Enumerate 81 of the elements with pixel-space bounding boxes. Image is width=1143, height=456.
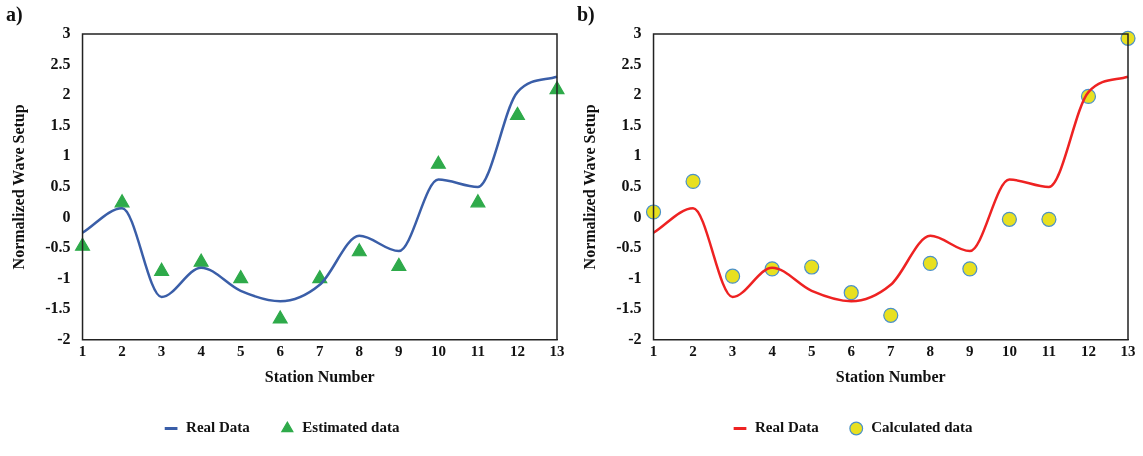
y-axis-title: Normalized Wave Setup xyxy=(9,104,28,270)
x-tick-label: 12 xyxy=(1080,342,1096,359)
x-axis-title: Station Number xyxy=(835,367,946,385)
point xyxy=(725,268,741,284)
point xyxy=(883,307,899,323)
y-tick-label: 2 xyxy=(62,85,71,103)
y-tick-label: 3 xyxy=(62,24,71,42)
y-tick-label: -1 xyxy=(57,268,71,286)
chart-title: b) xyxy=(577,3,595,27)
y-tick-label: 2.5 xyxy=(621,54,642,72)
y-tick-label: 1.5 xyxy=(621,115,642,133)
y-tick-label: 0.5 xyxy=(50,177,71,195)
point xyxy=(1001,211,1017,227)
x-tick-label: 6 xyxy=(276,342,285,359)
chart-title: a) xyxy=(6,3,23,27)
y-tick-label: -0.5 xyxy=(616,238,642,256)
x-axis-title: Station Number xyxy=(264,367,375,385)
y-tick-label: 0 xyxy=(633,207,642,225)
x-tick-label: 11 xyxy=(1041,342,1057,359)
point xyxy=(75,237,91,251)
point xyxy=(804,259,820,275)
point xyxy=(114,194,130,208)
point xyxy=(843,285,859,301)
x-tick-label: 3 xyxy=(157,342,166,359)
y-tick-label: -1.5 xyxy=(45,299,71,317)
x-tick-label: 13 xyxy=(549,342,565,359)
x-tick-label: 5 xyxy=(807,342,816,359)
x-tick-label: 8 xyxy=(355,342,364,359)
x-tick-label: 9 xyxy=(395,342,403,359)
y-tick-label: 3 xyxy=(633,24,642,42)
point xyxy=(272,310,288,324)
legend-label: Estimated data xyxy=(302,419,400,436)
x-tick-label: 4 xyxy=(197,342,206,359)
x-tick-label: 10 xyxy=(430,342,446,359)
x-tick-label: 2 xyxy=(689,342,697,359)
point xyxy=(470,194,486,208)
y-axis-title: Normalized Wave Setup xyxy=(580,104,599,270)
point xyxy=(391,257,407,272)
x-tick-label: 9 xyxy=(966,342,974,359)
x-tick-label: 12 xyxy=(509,342,525,359)
point xyxy=(645,204,662,220)
point xyxy=(233,270,249,284)
legend-label: Real Data xyxy=(755,419,820,436)
y-tick-label: 0 xyxy=(62,207,71,225)
point xyxy=(685,173,701,189)
y-tick-label: 2.5 xyxy=(50,54,71,72)
line-series xyxy=(652,75,1130,303)
x-tick-label: 7 xyxy=(887,342,896,359)
y-tick-label: -0.5 xyxy=(45,238,71,256)
y-tick-label: -2 xyxy=(57,329,71,347)
line-series xyxy=(81,75,559,303)
x-tick-label: 2 xyxy=(118,342,126,359)
point xyxy=(962,261,978,277)
x-tick-label: 3 xyxy=(728,342,737,359)
point xyxy=(430,155,446,169)
x-tick-label: 6 xyxy=(847,342,856,359)
point xyxy=(509,106,525,120)
point xyxy=(351,243,367,257)
point xyxy=(922,255,938,271)
x-tick-label: 7 xyxy=(316,342,325,359)
x-tick-label: 4 xyxy=(768,342,777,359)
x-tick-label: 1 xyxy=(78,342,87,359)
point xyxy=(1041,211,1057,227)
y-tick-label: 1.5 xyxy=(50,115,71,133)
y-tick-label: 0.5 xyxy=(621,177,642,195)
legend-label: Real Data xyxy=(186,419,251,436)
x-tick-label: 11 xyxy=(470,342,486,359)
y-tick-label: -1 xyxy=(628,268,642,286)
y-tick-label: -1.5 xyxy=(616,299,642,317)
x-tick-label: 8 xyxy=(926,342,935,359)
point xyxy=(193,253,209,267)
x-tick-label: 1 xyxy=(649,342,658,359)
x-tick-label: 10 xyxy=(1001,342,1017,359)
y-tick-label: 1 xyxy=(633,146,642,164)
y-tick-label: -2 xyxy=(628,329,642,347)
y-tick-label: 1 xyxy=(62,146,71,164)
point xyxy=(154,262,170,276)
y-tick-label: 2 xyxy=(633,85,642,103)
x-tick-label: 5 xyxy=(236,342,245,359)
x-tick-label: 13 xyxy=(1120,342,1136,359)
legend-label: Calculated data xyxy=(871,419,973,436)
